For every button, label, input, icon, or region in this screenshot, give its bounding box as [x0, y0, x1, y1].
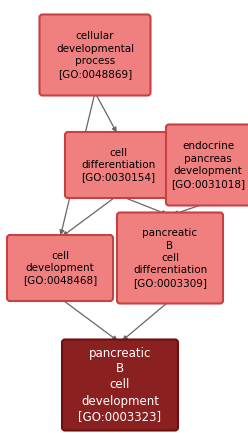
FancyBboxPatch shape: [65, 132, 171, 198]
Text: cell
development
[GO:0048468]: cell development [GO:0048468]: [23, 251, 97, 285]
Text: pancreatic
B
cell
differentiation
[GO:0003309]: pancreatic B cell differentiation [GO:00…: [133, 228, 207, 288]
FancyBboxPatch shape: [62, 339, 178, 430]
FancyBboxPatch shape: [166, 125, 248, 206]
Text: cellular
developmental
process
[GO:0048869]: cellular developmental process [GO:00488…: [56, 32, 134, 79]
Text: cell
differentiation
[GO:0030154]: cell differentiation [GO:0030154]: [81, 148, 155, 182]
Text: pancreatic
B
cell
development
[GO:0003323]: pancreatic B cell development [GO:000332…: [78, 346, 161, 423]
FancyBboxPatch shape: [7, 235, 113, 301]
FancyBboxPatch shape: [117, 213, 223, 304]
Text: endocrine
pancreas
development
[GO:0031018]: endocrine pancreas development [GO:00310…: [171, 142, 245, 189]
FancyBboxPatch shape: [39, 14, 151, 96]
